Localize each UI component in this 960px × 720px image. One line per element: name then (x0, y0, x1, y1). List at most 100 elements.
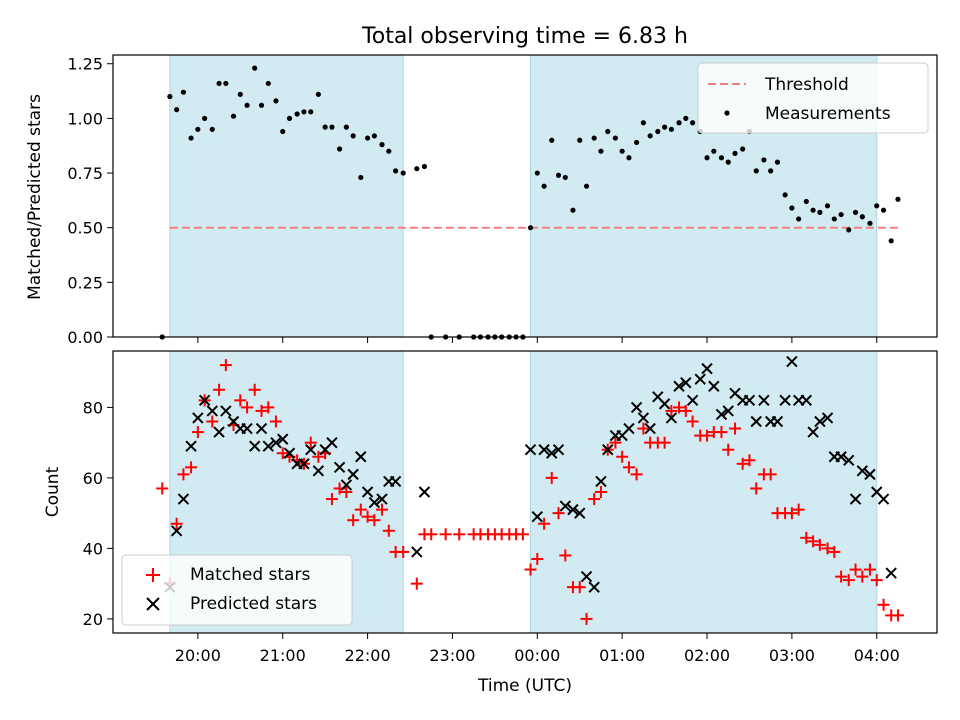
panel-bottom: 20 40 60 80 20:00 21:00 22:00 23:00 00:00 01:00 0… (43, 350, 938, 696)
matched-star-point (800, 531, 813, 544)
predicted-star-point (241, 422, 253, 435)
matched-star-point (241, 401, 254, 414)
predicted-star-point (602, 443, 614, 456)
x-stroke-b (524, 443, 537, 456)
matched-star-point (361, 510, 374, 523)
measurement-point (202, 115, 208, 121)
matched-star-point (559, 549, 572, 562)
measurement-point (570, 207, 576, 213)
x-stroke-b (658, 398, 671, 410)
measurement-point (336, 146, 343, 152)
x-stroke-b (340, 479, 353, 491)
measurement-point (683, 115, 689, 121)
matched-star-point (764, 468, 777, 481)
x-tick-label: 21:00 (260, 646, 306, 665)
x-axis-label: Time (UTC) (477, 676, 572, 696)
predicted-star-point (185, 440, 197, 452)
matched-star-point (637, 422, 650, 435)
predicted-star-point (701, 362, 713, 375)
measurement-point (753, 168, 759, 174)
predicted-star-point (177, 493, 190, 505)
measurement-point (167, 93, 173, 100)
predicted-star-point (665, 412, 678, 424)
bottom-legend-box (121, 554, 353, 626)
measurement-point (230, 113, 237, 119)
measurement-point (690, 120, 696, 126)
predicted-star-point (779, 394, 791, 407)
x-stroke-b (680, 377, 692, 389)
top-y-axis-label: Matched/Predicted stars (25, 94, 45, 300)
matched-star-point (722, 443, 735, 456)
x-stroke-b (595, 475, 607, 488)
measurement-point (838, 211, 844, 218)
x-stroke-b (580, 570, 593, 583)
matched-star-point (312, 450, 325, 463)
x-stroke-b (758, 394, 770, 407)
measurement-point (725, 159, 731, 165)
measurement-point (810, 207, 816, 213)
x-stroke-b (227, 415, 240, 428)
x-stroke-b (559, 500, 572, 512)
matched-star-point (729, 422, 742, 435)
y-tick-label: 1.25 (67, 55, 103, 74)
matched-star-point (842, 574, 855, 587)
measurement-point (711, 148, 717, 154)
matched-star-point (821, 542, 834, 555)
predicted-star-point (835, 451, 847, 463)
y-tick-label: 0.50 (67, 219, 103, 238)
x-stroke-b (355, 451, 367, 463)
matched-star-point (219, 359, 232, 372)
predicted-star-point (680, 377, 692, 389)
measurement-point (280, 128, 286, 135)
matched-star-point (276, 447, 289, 460)
predicted-star-point (743, 394, 756, 407)
matched-star-point (792, 503, 805, 516)
matched-star-point (248, 383, 261, 396)
predicted-star-point (715, 408, 728, 421)
x-stroke-b (546, 447, 558, 459)
x-stroke-b (715, 408, 728, 421)
observing-band (169, 54, 404, 338)
predicted-star-point (376, 493, 388, 505)
measurement-point (322, 124, 328, 130)
measurement-point (647, 133, 653, 139)
measurement-point (195, 126, 201, 132)
measurement-point (223, 80, 229, 87)
measurement-point (619, 148, 625, 154)
predicted-star-point (694, 373, 706, 385)
matched-star-point (269, 415, 282, 428)
matched-star-point (701, 429, 714, 442)
x-tick-label: 20:00 (175, 646, 221, 665)
x-stroke-b (849, 493, 862, 505)
x-stroke-b (411, 546, 423, 558)
matched-star-point (870, 574, 883, 587)
measurement-point (824, 203, 831, 209)
measurement-point (421, 163, 428, 170)
predicted-star-point (368, 496, 381, 509)
measurement-point (605, 128, 611, 135)
predicted-star-point (814, 415, 826, 428)
y-tick-label: 80 (83, 398, 103, 417)
measurement-point (216, 80, 222, 87)
predicted-star-point (877, 493, 890, 505)
predicted-star-point (552, 443, 565, 456)
x-stroke-b (821, 412, 834, 424)
x-stroke-b (249, 440, 261, 452)
measurement-point (633, 139, 640, 146)
predicted-star-point (198, 394, 211, 407)
y-tick-label: 0.00 (67, 328, 103, 347)
measurement-point (732, 150, 738, 156)
x-stroke-b (277, 433, 289, 445)
matched-star-point (191, 426, 204, 439)
matched-star-point (665, 404, 678, 417)
measurement-point (258, 102, 265, 108)
measurements-legend-label: Measurements (765, 104, 891, 124)
predicted-star-point (270, 436, 282, 449)
matched-star-point (750, 482, 763, 495)
predicted-star-point (411, 546, 423, 558)
predicted-star-point (567, 503, 579, 516)
x-stroke-b (305, 443, 317, 456)
measurement-point (350, 133, 356, 139)
y-tick-label: 0.25 (67, 273, 103, 292)
predicted-star-point (758, 394, 770, 407)
